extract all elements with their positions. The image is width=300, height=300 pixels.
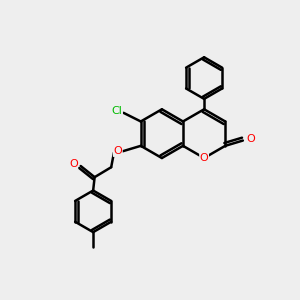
Text: Cl: Cl bbox=[112, 106, 122, 116]
Text: O: O bbox=[113, 146, 122, 156]
Text: O: O bbox=[200, 153, 208, 163]
Text: O: O bbox=[69, 159, 78, 169]
Text: O: O bbox=[247, 134, 256, 144]
